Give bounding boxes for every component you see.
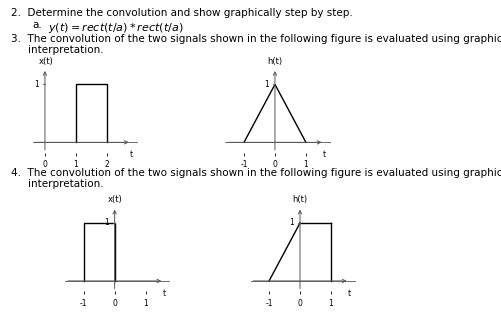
Text: x(t): x(t) [107, 195, 122, 204]
Text: 1: 1 [35, 80, 40, 89]
Text: 1: 1 [290, 219, 295, 227]
Text: 2.  Determine the convolution and show graphically step by step.: 2. Determine the convolution and show gr… [11, 8, 353, 18]
Text: h(t): h(t) [293, 195, 308, 204]
Text: 1: 1 [104, 219, 109, 227]
Text: x(t): x(t) [39, 57, 54, 66]
Text: t: t [348, 289, 351, 298]
Text: 1: 1 [265, 80, 270, 89]
Text: $y(t) = rect(t/a) * rect(t/a)$: $y(t) = rect(t/a) * rect(t/a)$ [48, 21, 183, 35]
Text: a.: a. [33, 20, 42, 31]
Text: interpretation.: interpretation. [28, 179, 103, 189]
Text: h(t): h(t) [268, 57, 283, 66]
Text: interpretation.: interpretation. [28, 45, 103, 55]
Text: t: t [130, 151, 133, 159]
Text: 3.  The convolution of the two signals shown in the following figure is evaluate: 3. The convolution of the two signals sh… [11, 34, 501, 44]
Text: 4.  The convolution of the two signals shown in the following figure is evaluate: 4. The convolution of the two signals sh… [11, 168, 501, 178]
Text: t: t [323, 151, 326, 159]
Text: t: t [163, 289, 166, 298]
